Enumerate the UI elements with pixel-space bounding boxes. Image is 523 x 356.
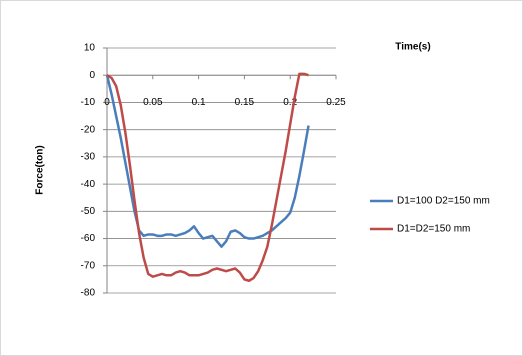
x-tick-label: 0.05 [143,97,163,108]
x-tick-label: 0.15 [235,97,255,108]
y-tick-label: -60 [81,233,96,244]
y-tick-label: -30 [81,152,96,163]
legend-label: D1=100 D2=150 mm [397,196,490,207]
y-tick-label: -80 [81,288,96,299]
x-tick-label: 0.1 [192,97,206,108]
x-tick-label: 0.2 [283,97,297,108]
y-tick-label: -70 [81,260,96,271]
x-tick-label: 0 [104,97,110,108]
y-tick-label: -10 [81,97,96,108]
x-axis-title: Time(s) [395,42,430,53]
y-tick-label: 0 [89,70,95,81]
y-tick-label: -20 [81,124,96,135]
x-tick-label: 0.25 [326,97,346,108]
series-line [106,72,309,282]
series-line [105,74,310,248]
y-tick-label: -40 [81,179,96,190]
legend-label: D1=D2=150 mm [397,224,470,235]
y-tick-label: 10 [84,43,96,54]
y-axis-title: Force(ton) [35,145,46,194]
y-tick-label: -50 [81,206,96,217]
